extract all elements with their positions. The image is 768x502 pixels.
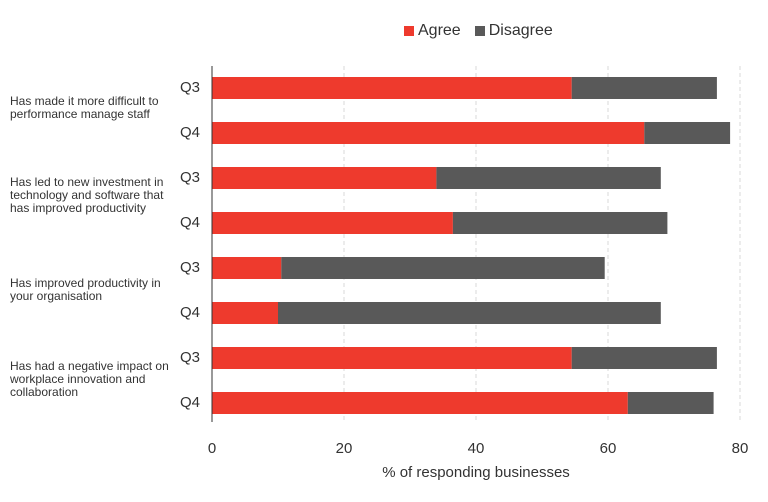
bar-agree bbox=[212, 167, 437, 189]
bar-disagree bbox=[571, 77, 717, 99]
x-axis-title: % of responding businesses bbox=[382, 464, 570, 481]
legend-label-agree: Agree bbox=[418, 22, 461, 39]
period-label-q3: Q3 bbox=[179, 259, 200, 276]
period-label-q4: Q4 bbox=[179, 124, 200, 141]
x-tick-label: 0 bbox=[208, 440, 216, 457]
chart-legend: Agree Disagree bbox=[404, 22, 567, 40]
period-label-q4: Q4 bbox=[179, 214, 200, 231]
group-label-improved-productivity: Has improved productivity in your organi… bbox=[10, 276, 161, 303]
x-tick-label: 80 bbox=[732, 440, 749, 457]
bar-agree bbox=[212, 77, 572, 99]
bar-disagree bbox=[644, 122, 731, 144]
legend-item-agree: Agree bbox=[404, 22, 461, 40]
period-label-q3: Q3 bbox=[179, 169, 200, 186]
group-label-negative-impact: Has had a negative impact on workplace i… bbox=[10, 359, 169, 399]
legend-item-disagree: Disagree bbox=[474, 22, 553, 40]
x-tick-label: 40 bbox=[468, 440, 485, 457]
bar-disagree bbox=[571, 347, 717, 369]
group-label-new-investment: Has led to new investment in technology … bbox=[10, 175, 164, 215]
period-label-q3: Q3 bbox=[179, 349, 200, 366]
x-tick-label: 60 bbox=[600, 440, 617, 457]
legend-swatch-disagree bbox=[474, 26, 485, 36]
period-label-q4: Q4 bbox=[179, 304, 200, 321]
bar-agree bbox=[212, 302, 278, 324]
bar-disagree bbox=[436, 167, 661, 189]
bar-disagree bbox=[627, 392, 714, 414]
group-label-performance-manage: Has made it more difficult to performanc… bbox=[10, 94, 159, 121]
period-label-q3: Q3 bbox=[179, 79, 200, 96]
bar-disagree bbox=[281, 257, 605, 279]
x-tick-label: 20 bbox=[336, 440, 353, 457]
bar-agree bbox=[212, 212, 453, 234]
legend-swatch-agree bbox=[404, 26, 414, 36]
bar-disagree bbox=[452, 212, 668, 234]
bar-agree bbox=[212, 257, 282, 279]
bar-disagree bbox=[278, 302, 661, 324]
bar-agree bbox=[212, 392, 628, 414]
legend-label-disagree: Disagree bbox=[488, 22, 553, 39]
bar-agree bbox=[212, 122, 645, 144]
period-label-q4: Q4 bbox=[179, 394, 200, 411]
bar-agree bbox=[212, 347, 572, 369]
